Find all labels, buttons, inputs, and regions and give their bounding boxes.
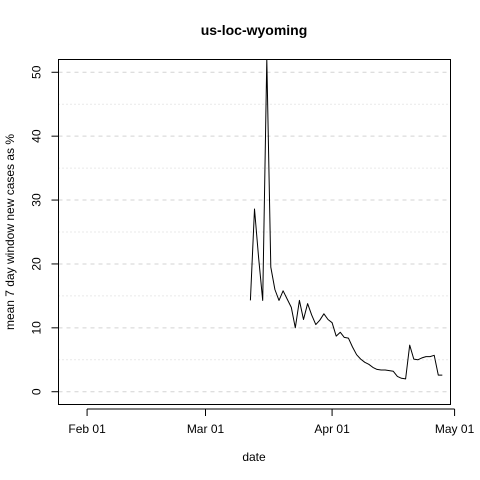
gridlines bbox=[58, 71, 451, 393]
x-axis: Feb 01 Mar 01 Apr 01 May 01 bbox=[68, 408, 475, 436]
series-line bbox=[249, 59, 443, 380]
y-tick-label: 50 bbox=[30, 65, 44, 79]
y-axis-label: mean 7 day window new cases as % bbox=[3, 134, 17, 330]
x-tick-label: Feb 01 bbox=[68, 422, 106, 436]
plot-frame bbox=[58, 59, 451, 405]
y-tick-label: 10 bbox=[30, 321, 44, 335]
x-tick-label: May 01 bbox=[435, 422, 475, 436]
y-tick-label: 0 bbox=[30, 388, 44, 395]
y-tick-label: 20 bbox=[30, 257, 44, 271]
y-tick-label: 30 bbox=[30, 193, 44, 207]
x-axis-label: date bbox=[242, 450, 266, 464]
x-tick-label: Mar 01 bbox=[187, 422, 225, 436]
plot-area bbox=[249, 59, 443, 380]
y-tick-label: 40 bbox=[30, 129, 44, 143]
chart-title: us-loc-wyoming bbox=[201, 22, 308, 38]
x-tick-label: Apr 01 bbox=[314, 422, 350, 436]
y-axis: 0 10 20 30 40 50 bbox=[30, 65, 59, 395]
